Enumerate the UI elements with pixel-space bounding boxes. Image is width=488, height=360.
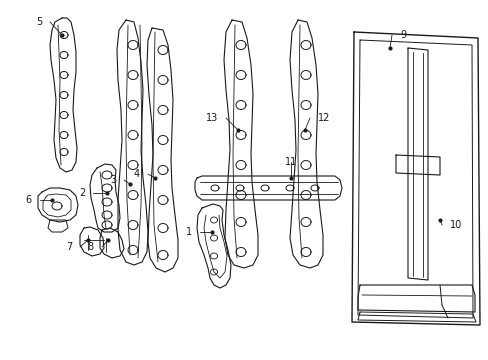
Text: 11: 11 [285,157,297,167]
Text: 7: 7 [65,242,72,252]
Text: 9: 9 [399,30,406,40]
Text: 6: 6 [26,195,32,205]
Text: 12: 12 [317,113,330,123]
Text: 2: 2 [79,188,85,198]
Text: 3: 3 [110,175,116,185]
Text: 5: 5 [36,17,42,27]
Text: 8: 8 [88,242,94,252]
Text: 13: 13 [205,113,218,123]
Text: 4: 4 [134,169,140,179]
Text: 10: 10 [449,220,461,230]
Text: 1: 1 [185,227,192,237]
